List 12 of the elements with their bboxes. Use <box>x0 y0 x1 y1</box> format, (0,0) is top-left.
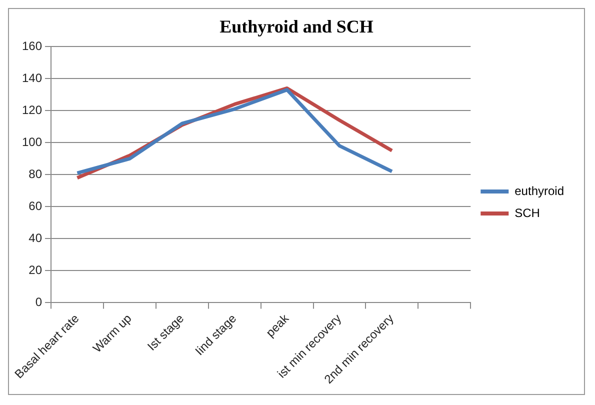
chart-title: Euthyroid and SCH <box>220 16 374 36</box>
y-tick-label: 80 <box>28 166 42 181</box>
y-tick-label: 160 <box>22 38 42 53</box>
y-tick-label: 60 <box>28 199 42 213</box>
y-tick-label: 0 <box>35 295 42 310</box>
y-tick-label: 140 <box>22 70 42 85</box>
y-tick-label: 20 <box>28 263 42 278</box>
y-tick-label: 40 <box>28 231 42 246</box>
y-tick-label: 120 <box>22 102 42 117</box>
legend-label: SCH <box>514 206 540 220</box>
legend-label: euthyroid <box>514 184 564 198</box>
y-tick-label: 100 <box>22 134 42 149</box>
